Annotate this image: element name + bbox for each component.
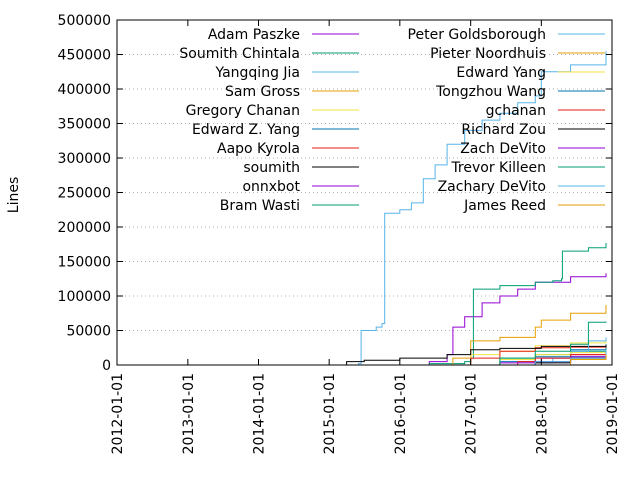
legend-label: Zach DeVito bbox=[460, 141, 546, 157]
legend-label: soumith bbox=[243, 160, 300, 176]
series-line-2 bbox=[329, 51, 607, 366]
y-tick-label: 100000 bbox=[58, 289, 111, 305]
y-tick-label: 50000 bbox=[66, 324, 111, 340]
series-line-17 bbox=[470, 321, 607, 366]
legend-label: Adam Paszke bbox=[208, 27, 300, 43]
legend: Adam Paszke Soumith Chintala Yangqing Jia S… bbox=[179, 27, 605, 214]
x-tick-label: 2018-01-01 bbox=[534, 373, 550, 454]
series-line-0 bbox=[358, 273, 607, 366]
legend-label: Aapo Kyrola bbox=[217, 141, 300, 157]
legend-label: Edward Yang bbox=[456, 65, 546, 81]
legend-label: Pieter Noordhuis bbox=[430, 46, 546, 62]
grid-lines bbox=[117, 54, 612, 331]
legend-label: Edward Z. Yang bbox=[192, 122, 300, 138]
legend-label: Richard Zou bbox=[461, 122, 546, 138]
x-tick-label: 2014-01-01 bbox=[252, 373, 268, 454]
y-tick-label: 0 bbox=[102, 358, 111, 374]
legend-label: onnxbot bbox=[242, 179, 300, 195]
legend-label: Tongzhou Wang bbox=[435, 84, 546, 100]
x-tick-label: 2013-01-01 bbox=[181, 373, 197, 454]
y-tick-label: 400000 bbox=[58, 82, 111, 98]
y-tick-label: 250000 bbox=[58, 186, 111, 202]
legend-label: James Reed bbox=[463, 198, 546, 214]
legend-label: Sam Gross bbox=[225, 84, 300, 100]
y-axis-ticks: 0 50000 100000 150000 200000 250000 300000 3500… bbox=[58, 13, 612, 374]
legend-label: Peter Goldsborough bbox=[408, 27, 546, 43]
y-axis-label: Lines bbox=[6, 177, 22, 213]
legend-label: Bram Wasti bbox=[220, 198, 300, 214]
legend-label: Zachary DeVito bbox=[438, 179, 546, 195]
y-tick-label: 300000 bbox=[58, 151, 111, 167]
legend-label: Soumith Chintala bbox=[179, 46, 300, 62]
legend-label: Trevor Killeen bbox=[450, 160, 546, 176]
series-lines bbox=[323, 51, 607, 366]
series-line-1 bbox=[358, 242, 607, 366]
series-line-3 bbox=[429, 305, 607, 366]
x-axis-ticks: 2012-01-01 2013-01-01 2014-01-01 2015-01-01… bbox=[110, 20, 621, 454]
x-tick-label: 2012-01-01 bbox=[110, 373, 126, 454]
x-tick-label: 2017-01-01 bbox=[464, 373, 480, 454]
legend-label: gchanan bbox=[486, 103, 546, 119]
y-tick-label: 150000 bbox=[58, 255, 111, 271]
y-tick-label: 500000 bbox=[58, 13, 111, 29]
y-tick-label: 450000 bbox=[58, 48, 111, 64]
x-tick-label: 2019-01-01 bbox=[605, 373, 621, 454]
x-tick-label: 2016-01-01 bbox=[393, 373, 409, 454]
legend-label: Gregory Chanan bbox=[186, 103, 300, 119]
legend-label: Yangqing Jia bbox=[214, 65, 300, 81]
y-tick-label: 200000 bbox=[58, 220, 111, 236]
series-line-7 bbox=[323, 345, 607, 366]
y-tick-label: 350000 bbox=[58, 117, 111, 133]
x-tick-label: 2015-01-01 bbox=[322, 373, 338, 454]
